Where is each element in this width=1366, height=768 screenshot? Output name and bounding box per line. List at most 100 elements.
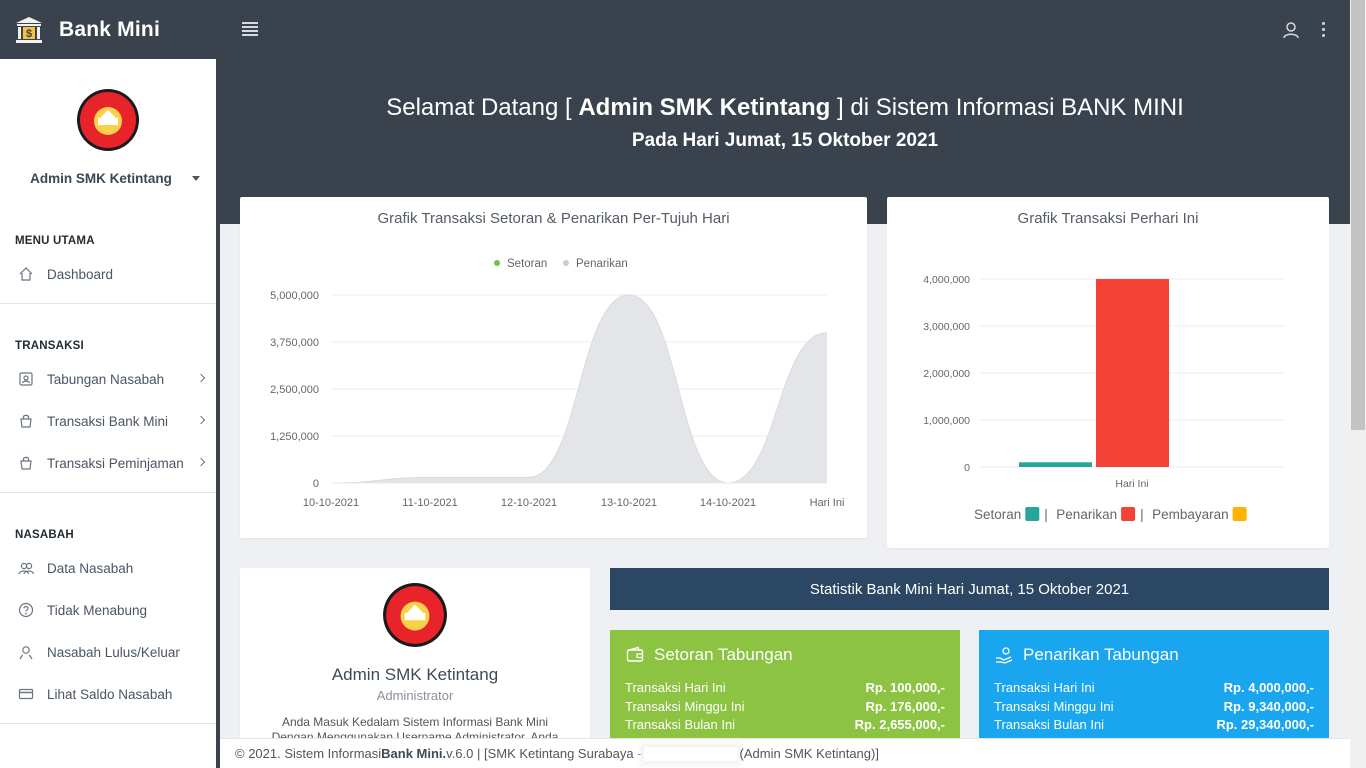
bar-setoran — [1019, 462, 1092, 467]
setoran-title: Setoran Tabungan — [654, 645, 793, 664]
chevron-right-icon — [196, 373, 206, 383]
sidebar-item-lihat-saldo-nasabah[interactable]: Lihat Saldo Nasabah — [0, 673, 216, 715]
legend-marker — [563, 260, 569, 266]
x-tick-label: 14-10-2021 — [700, 497, 756, 509]
user-icon[interactable] — [1282, 21, 1300, 39]
kebab-icon[interactable] — [1322, 22, 1326, 37]
y-tick-label: 2,500,000 — [270, 384, 319, 396]
y-tick-label: 2,000,000 — [923, 368, 970, 380]
sidebar-item-transaksi-bank-mini[interactable]: Transaksi Bank Mini — [0, 400, 216, 442]
stat-value: Rp. 2,655,000,- — [854, 717, 945, 732]
y-tick-label: 5,000,000 — [270, 290, 319, 302]
stat-label: Transaksi Hari Ini — [994, 680, 1095, 695]
penarikan-line — [330, 294, 828, 484]
sidebar-section: TRANSAKSI Tabungan Nasabah Transaksi Bank … — [0, 304, 216, 493]
sidebar-section: MENU UTAMA Dashboard — [0, 199, 216, 304]
sidebar-item-label: Transaksi Peminjaman — [47, 455, 184, 471]
x-tick-label: 12-10-2021 — [501, 497, 557, 509]
brand[interactable]: $ Bank Mini — [0, 0, 218, 59]
sidebar-heading: NASABAH — [15, 529, 74, 541]
sidebar-item-tabungan-nasabah[interactable]: Tabungan Nasabah — [0, 358, 216, 400]
legend-marker — [494, 260, 500, 266]
legend-swatch-pembayaran — [1232, 507, 1247, 521]
stat-value: Rp. 4,000,000,- — [1223, 680, 1314, 695]
welcome-subtitle: Pada Hari Jumat, 15 Oktober 2021 — [631, 130, 939, 151]
users-icon — [18, 562, 34, 575]
bar-penarikan — [1096, 279, 1169, 467]
user-outline-icon — [19, 646, 33, 660]
sidebar-item-nasabah-lulus-keluar[interactable]: Nasabah Lulus/Keluar — [0, 631, 216, 673]
daily-transaction-chart: Grafik Transaksi Perhari Ini 4,000,000 3,… — [887, 197, 1329, 548]
stat-label: Transaksi Bulan Ini — [625, 717, 736, 732]
sidebar-item-tidak-menabung[interactable]: Tidak Menabung — [0, 589, 216, 631]
sidebar-item-label: Transaksi Bank Mini — [47, 413, 169, 429]
legend-label: Penarikan — [576, 258, 628, 270]
y-tick-label: 3,750,000 — [270, 337, 319, 349]
school-logo-icon — [77, 89, 139, 151]
footer-brand: Bank Mini. — [381, 746, 447, 761]
welcome-title: Selamat Datang [ Admin SMK Ketintang ] d… — [386, 94, 1184, 121]
legend-label: Setoran — [974, 507, 1021, 522]
menu-toggle-icon[interactable] — [242, 22, 258, 36]
welcome-banner: Selamat Datang [ Admin SMK Ketintang ] d… — [220, 59, 1350, 224]
penarikan-area — [331, 295, 827, 483]
setoran-stat-box: Setoran Tabungan Transaksi Hari Ini Rp. 1… — [610, 630, 960, 740]
scrollbar[interactable] — [1350, 0, 1366, 768]
sidebar-user[interactable]: Admin SMK Ketintang — [0, 171, 216, 186]
legend-separator: | — [1140, 507, 1144, 522]
setoran-stat-row: Transaksi Bulan Ini Rp. 2,655,000,- — [625, 717, 945, 736]
sidebar-item-data-nasabah[interactable]: Data Nasabah — [0, 547, 216, 589]
sidebar-item-label: Lihat Saldo Nasabah — [47, 686, 173, 702]
chevron-right-icon — [196, 457, 206, 467]
penarikan-stat-box: Penarikan Tabungan Transaksi Hari Ini Rp.… — [979, 630, 1329, 740]
footer-user: (Admin SMK Ketintang)] — [739, 746, 879, 761]
stat-value: Rp. 100,000,- — [865, 680, 946, 695]
legend-swatch-setoran — [1025, 507, 1040, 521]
y-tick-label: 1,000,000 — [923, 415, 970, 427]
home-icon — [19, 267, 33, 281]
stat-label: Transaksi Minggu Ini — [625, 698, 745, 714]
sidebar-item-label: Nasabah Lulus/Keluar — [47, 644, 180, 660]
stat-label: Transaksi Hari Ini — [625, 680, 726, 695]
legend-label: Setoran — [507, 258, 547, 270]
weekly-transaction-chart: Grafik Transaksi Setoran & Penarikan Per… — [240, 197, 867, 538]
wallet-icon — [626, 646, 644, 662]
app-name: Bank Mini — [59, 17, 160, 41]
y-tick-label: 3,000,000 — [923, 321, 970, 333]
penarikan-stat-row: Transaksi Bulan Ini Rp. 29,340,000,- — [994, 717, 1314, 736]
chevron-right-icon — [196, 415, 206, 425]
sidebar-profile: Admin SMK Ketintang — [0, 59, 216, 199]
stat-value: Rp. 29,340,000,- — [1216, 717, 1314, 732]
sidebar-item-transaksi-peminjaman[interactable]: Transaksi Peminjaman — [0, 442, 216, 484]
y-tick-label: 1,250,000 — [270, 431, 319, 443]
sidebar-item-dashboard[interactable]: Dashboard — [0, 253, 216, 295]
sidebar-item-label: Dashboard — [47, 266, 114, 282]
sidebar: Admin SMK Ketintang MENU UTAMA Dashboard T… — [0, 59, 216, 768]
scroll-thumb[interactable] — [1351, 0, 1365, 430]
redacted-text — [643, 746, 738, 761]
bag-icon — [20, 414, 32, 428]
account-icon — [19, 372, 33, 386]
sidebar-edge — [216, 59, 220, 768]
profile-role: Administrator — [376, 688, 454, 703]
footer-copyright: © 2021. Sistem Informasi — [235, 746, 382, 761]
penarikan-stat-row: Transaksi Hari Ini Rp. 4,000,000,- — [994, 680, 1314, 699]
stat-label: Transaksi Bulan Ini — [994, 717, 1105, 732]
stat-label: Transaksi Minggu Ini — [994, 698, 1114, 714]
sidebar-item-label: Data Nasabah — [47, 560, 134, 576]
x-tick-label: 10-10-2021 — [303, 497, 359, 509]
svg-text:$: $ — [26, 28, 32, 40]
x-tick-label: 11-10-2021 — [402, 497, 457, 509]
x-tick-label: Hari Ini — [810, 497, 845, 509]
stats-header: Statistik Bank Mini Hari Jumat, 15 Oktob… — [610, 568, 1329, 610]
bank-logo-icon: $ — [16, 16, 42, 43]
penarikan-stat-row: Transaksi Minggu Ini Rp. 9,340,000,- — [994, 699, 1314, 718]
footer: © 2021. Sistem Informasi Bank Mini. v.6.… — [220, 738, 1350, 768]
setoran-stat-row: Transaksi Minggu Ini Rp. 176,000,- — [625, 699, 945, 718]
top-bar: $ Bank Mini — [0, 0, 1350, 59]
question-icon — [18, 602, 34, 618]
bag-icon — [20, 456, 32, 470]
hand-coin-icon — [996, 647, 1013, 664]
profile-card: Admin SMK Ketintang Administrator Anda M… — [240, 568, 590, 768]
sidebar-heading: TRANSAKSI — [15, 340, 84, 352]
